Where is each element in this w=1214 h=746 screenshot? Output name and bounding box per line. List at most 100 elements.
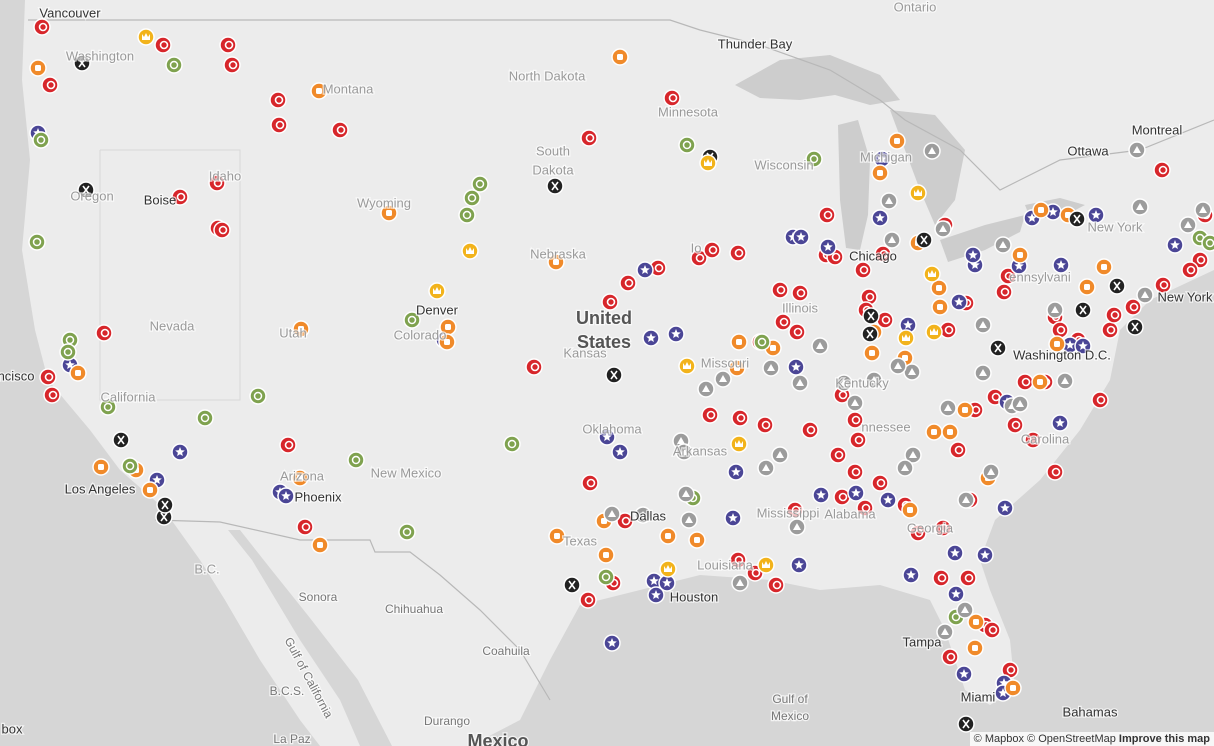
map-marker[interactable] [967,613,985,631]
map-marker[interactable] [1068,210,1086,228]
map-marker[interactable] [729,244,747,262]
map-marker[interactable] [901,501,919,519]
map-marker[interactable] [774,313,792,331]
map-marker[interactable] [846,394,864,412]
map-marker[interactable] [428,282,446,300]
map-marker[interactable] [292,320,310,338]
map-marker[interactable] [902,566,920,584]
map-marker[interactable] [854,261,872,279]
map-marker[interactable] [331,121,349,139]
map-marker[interactable] [883,231,901,249]
map-marker[interactable] [277,487,295,505]
map-marker[interactable] [861,325,879,343]
map-marker[interactable] [932,569,950,587]
map-marker[interactable] [791,374,809,392]
map-marker[interactable] [846,463,864,481]
map-marker[interactable] [438,333,456,351]
map-marker[interactable] [753,333,771,351]
map-marker[interactable] [925,423,943,441]
map-marker[interactable] [597,546,615,564]
map-marker[interactable] [616,512,634,530]
map-marker[interactable] [860,288,878,306]
map-marker[interactable] [788,518,806,536]
map-marker[interactable] [974,316,992,334]
map-marker[interactable] [950,293,968,311]
map-marker[interactable] [889,357,907,375]
map-marker[interactable] [663,89,681,107]
map-marker[interactable] [1101,321,1119,339]
map-marker[interactable] [915,231,933,249]
map-marker[interactable] [756,416,774,434]
map-marker[interactable] [862,307,880,325]
map-marker[interactable] [771,446,789,464]
map-marker[interactable] [165,56,183,74]
map-marker[interactable] [829,446,847,464]
map-marker[interactable] [897,329,915,347]
map-marker[interactable] [1154,276,1172,294]
map-marker[interactable] [311,536,329,554]
map-marker[interactable] [1046,463,1064,481]
map-marker[interactable] [1046,301,1064,319]
map-marker[interactable] [946,544,964,562]
map-marker[interactable] [790,556,808,574]
map-marker[interactable] [1105,306,1123,324]
map-marker[interactable] [880,192,898,210]
map-marker[interactable] [983,621,1001,639]
map-marker[interactable] [1056,372,1074,390]
map-marker[interactable] [677,485,695,503]
map-marker[interactable] [611,48,629,66]
map-marker[interactable] [904,446,922,464]
map-marker[interactable] [925,323,943,341]
map-marker[interactable] [909,524,927,542]
map-marker[interactable] [879,491,897,509]
map-marker[interactable] [1048,335,1066,353]
map-marker[interactable] [688,531,706,549]
map-marker[interactable] [934,519,952,537]
map-marker[interactable] [680,511,698,529]
map-marker[interactable] [121,457,139,475]
map-marker[interactable] [636,261,654,279]
map-marker[interactable] [871,164,889,182]
map-marker[interactable] [727,463,745,481]
map-marker[interactable] [503,435,521,453]
map-marker[interactable] [714,370,732,388]
map-marker[interactable] [112,431,130,449]
map-marker[interactable] [699,154,717,172]
map-marker[interactable] [213,221,231,239]
map-marker[interactable] [398,523,416,541]
map-marker[interactable] [865,371,883,389]
map-marker[interactable] [731,574,749,592]
map-marker[interactable] [941,423,959,441]
map-marker[interactable] [1011,246,1029,264]
map-marker[interactable] [974,364,992,382]
map-marker[interactable] [29,59,47,77]
map-marker[interactable] [947,585,965,603]
map-marker[interactable] [871,209,889,227]
map-marker[interactable] [463,189,481,207]
map-marker[interactable] [1016,373,1034,391]
map-marker[interactable] [786,501,804,519]
map-marker[interactable] [1006,416,1024,434]
map-marker[interactable] [619,274,637,292]
map-marker[interactable] [996,499,1014,517]
map-marker[interactable] [896,459,914,477]
improve-link[interactable]: Improve this map [1118,733,1210,745]
map-marker[interactable] [380,204,398,222]
map-marker[interactable] [956,601,974,619]
map-marker[interactable] [1091,391,1109,409]
map-marker[interactable] [930,279,948,297]
map-marker[interactable] [934,220,952,238]
map-marker[interactable] [347,451,365,469]
map-marker[interactable] [811,337,829,355]
map-marker[interactable] [976,546,994,564]
map-marker[interactable] [1031,373,1049,391]
map-marker[interactable] [835,374,853,392]
map-marker[interactable] [1051,414,1069,432]
map-marker[interactable] [597,568,615,586]
map-marker[interactable] [219,36,237,54]
map-marker[interactable] [1136,286,1154,304]
map-marker[interactable] [767,576,785,594]
map-marker[interactable] [269,91,287,109]
map-marker[interactable] [223,56,241,74]
map-marker[interactable] [41,76,59,94]
